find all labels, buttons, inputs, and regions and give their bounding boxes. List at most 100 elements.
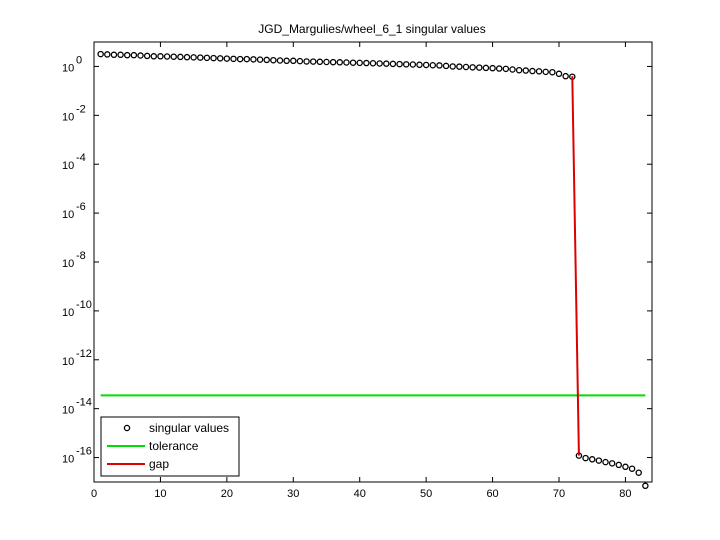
singular-value-point xyxy=(429,61,437,69)
singular-value-point xyxy=(190,54,197,61)
singular-value-point xyxy=(110,51,118,59)
x-tick-label: 10 xyxy=(154,488,166,500)
x-tick-label: 30 xyxy=(287,488,299,500)
x-tick-label: 40 xyxy=(354,488,366,500)
singular-value-point xyxy=(104,51,111,58)
singular-value-point xyxy=(230,55,237,63)
singular-value-point xyxy=(622,463,629,471)
singular-value-point xyxy=(456,63,463,70)
singular-value-point xyxy=(602,458,609,466)
singular-value-point xyxy=(635,469,642,476)
singular-value-point xyxy=(628,465,636,472)
singular-value-point xyxy=(608,460,616,467)
singular-value-point xyxy=(509,66,516,73)
singular-value-point xyxy=(97,50,104,58)
singular-value-point xyxy=(256,56,264,63)
singular-value-point xyxy=(363,59,370,67)
singular-value-point xyxy=(542,68,549,76)
singular-value-point xyxy=(170,53,177,60)
x-tick-label: 80 xyxy=(619,488,631,500)
singular-value-point xyxy=(296,57,304,65)
legend: singular values tolerance gap xyxy=(100,416,240,477)
y-tick-label: 10 xyxy=(62,307,74,319)
y-tick-exponent: -8 xyxy=(76,250,86,262)
singular-value-point xyxy=(150,53,158,60)
singular-value-point xyxy=(555,70,563,78)
singular-value-point xyxy=(476,64,483,71)
x-tick-label: 50 xyxy=(420,488,432,500)
singular-value-point xyxy=(163,53,171,60)
singular-value-point xyxy=(422,61,430,69)
series-line-gap xyxy=(571,76,580,456)
singular-value-point xyxy=(469,64,476,71)
y-tick-label: 10 xyxy=(62,356,74,368)
plot-area-frame xyxy=(93,41,653,483)
x-tick-label: 0 xyxy=(91,488,97,500)
singular-value-point xyxy=(642,482,649,490)
singular-value-point xyxy=(210,54,217,62)
singular-value-point xyxy=(489,64,496,72)
singular-value-point xyxy=(290,57,297,65)
y-tick-exponent: -10 xyxy=(76,299,92,311)
legend-label: gap xyxy=(149,457,169,471)
singular-value-point xyxy=(316,58,324,66)
x-tick-label: 60 xyxy=(486,488,498,500)
series-singular-values xyxy=(97,50,649,490)
singular-value-point xyxy=(303,58,310,65)
singular-value-point xyxy=(263,56,270,64)
legend-label: singular values xyxy=(149,421,229,435)
singular-value-point xyxy=(396,60,403,68)
y-tick-exponent: -2 xyxy=(76,103,86,115)
y-tick-exponent: 0 xyxy=(76,54,82,66)
singular-value-point xyxy=(495,65,503,72)
singular-value-point xyxy=(442,62,450,70)
singular-value-point xyxy=(595,457,603,464)
singular-value-point xyxy=(137,52,144,59)
singular-value-point xyxy=(369,60,377,67)
y-tick-label: 10 xyxy=(62,111,74,123)
singular-value-point xyxy=(177,53,184,61)
legend-label: tolerance xyxy=(149,439,199,453)
y-tick-label: 10 xyxy=(62,209,74,221)
singular-value-point xyxy=(582,454,589,462)
y-tick-label: 10 xyxy=(62,258,74,270)
singular-value-point xyxy=(535,68,543,75)
y-tick-exponent: -6 xyxy=(76,201,86,213)
singular-value-point xyxy=(615,461,623,469)
singular-value-point xyxy=(283,57,290,65)
singular-value-point xyxy=(117,51,124,59)
singular-value-point xyxy=(462,63,470,71)
y-tick-label: 10 xyxy=(62,405,74,417)
singular-value-point xyxy=(203,54,211,62)
singular-value-point xyxy=(482,64,490,72)
x-tick-label: 20 xyxy=(221,488,233,500)
singular-value-point xyxy=(216,55,224,62)
singular-value-point xyxy=(223,55,231,62)
singular-value-point xyxy=(356,59,363,67)
singular-value-point xyxy=(515,66,523,74)
singular-value-point xyxy=(309,58,317,65)
singular-value-point xyxy=(236,55,244,63)
singular-value-point xyxy=(409,61,417,68)
chart-title: JGD_Margulies/wheel_6_1 singular values xyxy=(258,22,485,36)
singular-value-point xyxy=(343,59,350,66)
singular-value-point xyxy=(183,53,191,61)
y-tick-exponent: -12 xyxy=(76,348,92,360)
singular-value-point xyxy=(436,62,443,69)
y-tick-label: 10 xyxy=(62,62,74,74)
singular-value-point xyxy=(270,56,277,64)
singular-value-point xyxy=(402,61,410,68)
singular-value-point xyxy=(588,456,596,463)
singular-value-point xyxy=(123,51,131,59)
singular-value-point xyxy=(389,60,397,68)
singular-value-point xyxy=(549,68,556,76)
singular-value-point xyxy=(250,56,257,63)
singular-value-point xyxy=(197,54,204,61)
singular-value-point xyxy=(562,72,569,80)
singular-value-point xyxy=(323,58,330,66)
y-tick-exponent: -14 xyxy=(76,397,92,409)
singular-value-point xyxy=(276,57,284,64)
y-tick-label: 10 xyxy=(62,160,74,172)
